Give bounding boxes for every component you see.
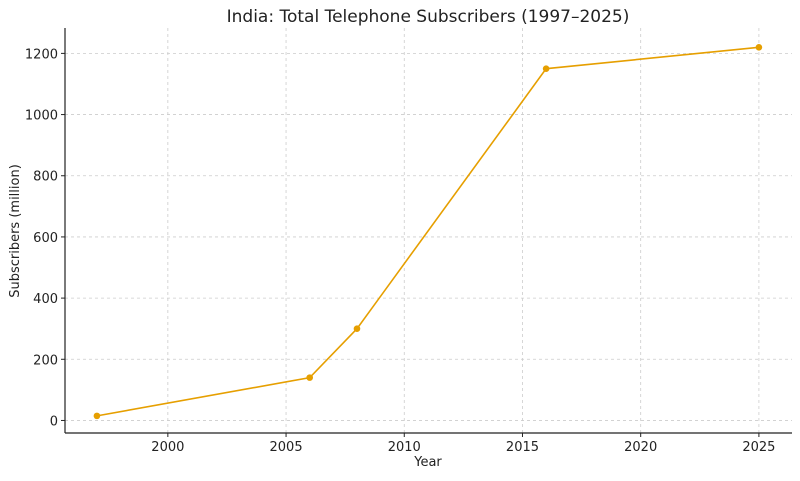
y-tick-label: 1200 bbox=[25, 47, 58, 62]
y-tick-label: 0 bbox=[50, 414, 58, 429]
y-tick-label: 400 bbox=[33, 292, 58, 307]
y-tick-label: 200 bbox=[33, 353, 58, 368]
y-tick-label: 600 bbox=[33, 231, 58, 246]
x-tick-label: 2005 bbox=[270, 440, 303, 455]
x-tick-label: 2015 bbox=[506, 440, 539, 455]
y-axis-label: Subscribers (million) bbox=[8, 164, 23, 298]
y-tick-label: 800 bbox=[33, 170, 58, 185]
data-point bbox=[306, 374, 313, 381]
x-tick-label: 2010 bbox=[388, 440, 421, 455]
data-point bbox=[542, 65, 550, 72]
grid bbox=[65, 28, 792, 433]
ticks: 2000 2005 2010 2015 2020 2025 0 200 400 600 800 100… bbox=[25, 47, 776, 455]
series bbox=[93, 43, 763, 420]
x-tick-label: 2000 bbox=[151, 440, 184, 455]
y-tick-label: 1000 bbox=[25, 109, 58, 124]
chart-title: India: Total Telephone Subscribers (1997… bbox=[227, 7, 630, 27]
x-tick-label: 2020 bbox=[624, 440, 657, 455]
x-axis-label: Year bbox=[413, 455, 442, 470]
data-point bbox=[93, 412, 101, 420]
x-tick-label: 2025 bbox=[742, 440, 775, 455]
series-line bbox=[96, 46, 759, 417]
data-point bbox=[353, 325, 361, 332]
data-point bbox=[755, 43, 763, 51]
